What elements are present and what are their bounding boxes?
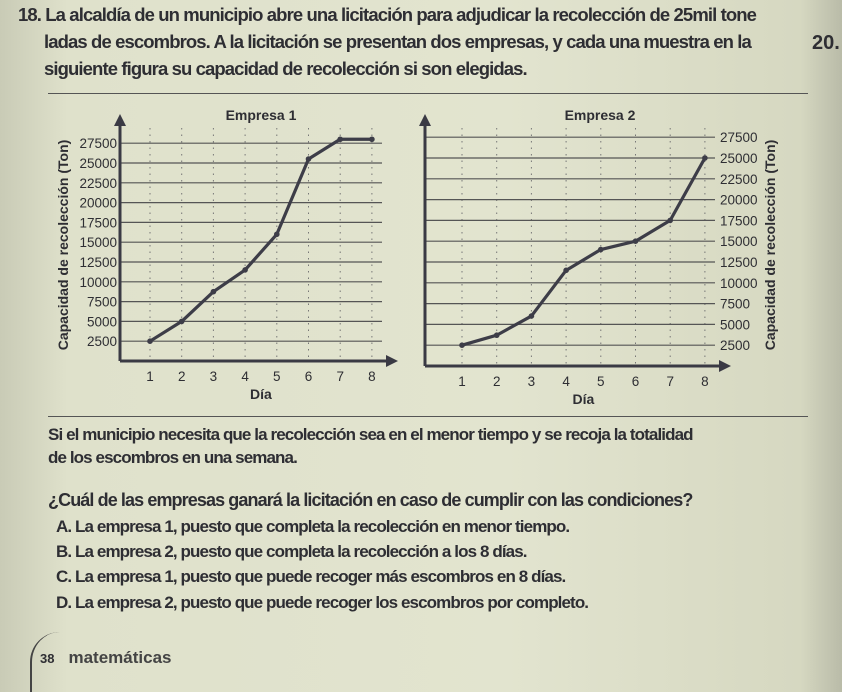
chart2-x-axis-label: Día [573, 391, 595, 407]
condition-line-1: Si el municipio necesita que la recolecc… [48, 425, 694, 444]
option-text: La empresa 1, puesto que completa la rec… [75, 517, 570, 536]
chart1-y-tick-label: 20000 [79, 196, 117, 211]
chart1-data-point [305, 156, 312, 162]
chart2-data-point [702, 155, 708, 161]
chart2-x-tick-label: 5 [597, 374, 605, 389]
condition-line-2: de los escombros en una semana. [48, 448, 298, 467]
chart1-data-point [337, 136, 344, 143]
intro-text: La alcaldía de un municipio abre una lic… [45, 4, 757, 25]
option-b[interactable]: B. La empresa 2, puesto que completa la … [56, 542, 527, 562]
problem-intro-line-1: 18. La alcaldía de un municipio abre una… [18, 4, 757, 26]
option-letter: A. [56, 517, 72, 536]
chart1-y-tick-label: 22500 [79, 176, 117, 191]
chart1-y-tick-label: 25000 [79, 156, 117, 171]
chart2-data-point [598, 246, 604, 253]
chart1-x-tick-label: 4 [241, 369, 249, 384]
figure-frame [48, 93, 808, 417]
chart2-y-tick-label: 15000 [720, 234, 758, 249]
chart1-x-tick-label: 2 [178, 369, 186, 384]
chart-empresa-1: 2500500075001000012500150001750020000225… [55, 107, 778, 407]
chart2-x-tick-label: 4 [562, 374, 570, 389]
chart1-data-point [210, 288, 217, 295]
chart2-x-tick-label: 7 [666, 374, 674, 389]
chart1-y-tick-label: 10000 [79, 275, 117, 290]
chart2-y-axis-arrow-icon [419, 114, 431, 126]
option-c[interactable]: C. La empresa 1, puesto que puede recoge… [56, 567, 566, 587]
chart1-y-tick-label: 15000 [79, 235, 117, 250]
question-text: ¿Cuál de las empresas ganará la licitaci… [48, 490, 693, 510]
chart2-title: Empresa 2 [565, 107, 636, 123]
option-letter: B. [56, 542, 72, 561]
chart1-y-axis-arrow-icon [114, 114, 126, 126]
chart2-y-tick-label: 17500 [720, 213, 758, 228]
chart2-data-point [563, 267, 569, 274]
chart1-x-axis-arrow-icon [386, 355, 398, 367]
chart1-y-tick-label: 12500 [79, 255, 117, 270]
chart1-y-tick-label: 7500 [87, 295, 117, 310]
chart2-y-tick-label: 10000 [720, 276, 758, 291]
chart1-x-axis-label: Día [250, 386, 272, 402]
option-d[interactable]: D. La empresa 2, puesto que puede recoge… [56, 593, 589, 613]
chart2-y-tick-label: 7500 [720, 297, 750, 312]
chart2-data-point [459, 342, 465, 349]
chart1-series-line [149, 137, 372, 343]
chart2-data-point [632, 238, 639, 244]
problem-intro-line-2: ladas de escombros. A la licitación se p… [44, 31, 752, 52]
page-footer: 38 matemáticas [40, 648, 171, 668]
chart2-y-tick-label: 22500 [720, 172, 758, 187]
chart1-x-tick-label: 3 [210, 369, 218, 384]
option-letter: C. [56, 567, 72, 586]
chart2-series-line [461, 157, 707, 347]
chart1-data-point [178, 318, 185, 325]
page-corner-decoration [30, 632, 62, 692]
chart1-data-point [274, 231, 280, 238]
chart2-x-tick-label: 3 [528, 374, 536, 389]
chart1-x-tick-label: 1 [146, 369, 154, 384]
side-problem-number: 20. [812, 32, 840, 54]
chart1-x-tick-label: 5 [273, 369, 281, 384]
chart2-x-tick-label: 6 [632, 374, 640, 389]
chart1-data-point [369, 136, 375, 143]
page-number: 38 [40, 651, 55, 666]
chart2-y-tick-label: 2500 [720, 338, 750, 353]
option-letter: D. [56, 593, 72, 612]
chart1-y-axis-label: Capacidad de recolección (Ton) [55, 140, 71, 351]
chart1-y-tick-label: 2500 [87, 334, 117, 349]
chart2-y-tick-label: 5000 [720, 317, 750, 332]
option-text: La empresa 1, puesto que puede recoger m… [75, 567, 566, 586]
problem-number: 18. [18, 4, 42, 25]
problem-intro-line-3: siguiente figura su capacidad de recolec… [44, 58, 528, 79]
chart2-y-tick-label: 27500 [720, 130, 758, 145]
chart1-data-point [147, 338, 153, 345]
option-text: La empresa 2, puesto que puede recoger l… [75, 593, 589, 612]
book-title: matemáticas [68, 648, 172, 667]
chart2-x-tick-label: 1 [458, 374, 466, 389]
option-text: La empresa 2, puesto que completa la rec… [75, 542, 527, 561]
chart1-y-tick-label: 17500 [79, 215, 117, 230]
chart1-title: Empresa 1 [226, 107, 297, 123]
chart2-y-tick-label: 25000 [720, 151, 758, 166]
option-a[interactable]: A. La empresa 1, puesto que completa la … [56, 517, 570, 537]
chart1-x-tick-label: 6 [305, 369, 313, 384]
chart2-y-tick-label: 20000 [720, 193, 758, 208]
chart2-data-point [493, 332, 500, 339]
chart1-y-tick-label: 27500 [79, 136, 117, 151]
chart1-data-point [242, 267, 248, 273]
chart1-x-tick-label: 7 [336, 369, 344, 384]
chart2-x-tick-label: 8 [701, 374, 709, 389]
chart2-data-point [667, 217, 673, 224]
chart1-x-tick-label: 8 [368, 369, 376, 384]
chart2-x-axis-arrow-icon [719, 360, 731, 372]
chart2-data-point [528, 313, 535, 319]
chart2-x-tick-label: 2 [493, 374, 501, 389]
chart1-y-tick-label: 5000 [87, 314, 117, 329]
chart2-y-tick-label: 12500 [720, 255, 758, 270]
chart2-y-axis-label: Capacidad de recolección (Ton) [762, 140, 778, 351]
